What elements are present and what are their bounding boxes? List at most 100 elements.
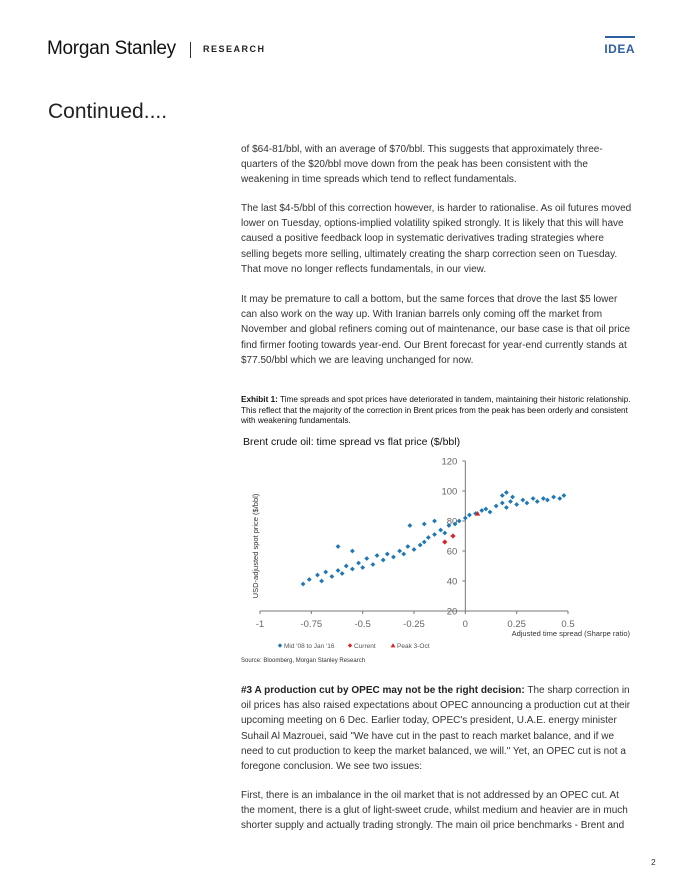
scatter-chart: -1 -0.75 -0.5 -0.25 0 0.25 0.5 20 40 60 80 100 120 Ad… bbox=[251, 457, 631, 651]
point-history bbox=[456, 518, 462, 524]
point-history bbox=[335, 544, 341, 549]
point-history bbox=[462, 515, 468, 521]
point-history bbox=[364, 556, 370, 561]
point-history bbox=[339, 571, 345, 576]
paragraph-4: #3 A production cut by OPEC may not be t… bbox=[241, 683, 634, 774]
y-tick-label: 60 bbox=[447, 547, 458, 558]
y-tick-label: 100 bbox=[441, 487, 457, 498]
point-history bbox=[350, 548, 355, 554]
x-tick-label: 0.5 bbox=[561, 619, 574, 630]
point-history bbox=[407, 523, 413, 528]
point-history bbox=[442, 530, 448, 536]
point-history bbox=[467, 512, 472, 518]
point-history bbox=[323, 569, 329, 575]
y-tick-label: 80 bbox=[447, 517, 458, 528]
point-history bbox=[432, 518, 437, 524]
point-history bbox=[300, 581, 306, 587]
point-current bbox=[450, 533, 456, 539]
point-history bbox=[417, 542, 423, 548]
paragraph-2: The last $4-5/bbl of this correction how… bbox=[241, 203, 632, 275]
x-tick-label: 0.25 bbox=[507, 619, 525, 630]
point-history bbox=[401, 551, 407, 557]
point-history bbox=[534, 499, 540, 504]
point-history bbox=[319, 578, 324, 584]
point-history bbox=[315, 572, 320, 578]
y-axis-label: USD-adjusted spot price ($/bbl) bbox=[251, 493, 260, 598]
point-history bbox=[473, 511, 478, 516]
idea-accent-bar bbox=[605, 36, 635, 38]
point-history bbox=[504, 490, 509, 495]
x-tick-label: -0.5 bbox=[354, 619, 370, 630]
point-history bbox=[446, 523, 452, 528]
legend-marker bbox=[390, 643, 396, 648]
point-history bbox=[551, 494, 557, 500]
page-heading: Continued.... bbox=[48, 100, 168, 123]
point-history bbox=[329, 574, 335, 579]
y-tick-label: 40 bbox=[447, 577, 458, 588]
point-history bbox=[479, 508, 485, 513]
point-history bbox=[370, 562, 376, 567]
point-history bbox=[557, 496, 563, 501]
x-tick-label: -0.75 bbox=[301, 619, 323, 630]
point-history bbox=[520, 497, 526, 503]
point-history bbox=[499, 493, 505, 498]
y-tick-label: 20 bbox=[447, 607, 458, 618]
point-history bbox=[335, 568, 341, 573]
point-history bbox=[508, 499, 513, 504]
point-history bbox=[561, 493, 567, 498]
point-history bbox=[350, 566, 355, 572]
point-history bbox=[397, 548, 403, 554]
legend-label: Peak 3-Oct bbox=[397, 643, 430, 650]
page-number: 2 bbox=[651, 857, 656, 867]
chart-title: Brent crude oil: time spread vs flat pri… bbox=[243, 436, 461, 448]
point-history bbox=[411, 547, 417, 552]
point-history bbox=[356, 560, 361, 566]
point-history bbox=[530, 496, 536, 501]
paragraph-5: First, there is an imbalance in the oil … bbox=[241, 790, 628, 832]
point-history bbox=[384, 551, 390, 557]
point-history bbox=[421, 539, 427, 545]
y-tick-label: 120 bbox=[441, 457, 457, 468]
point-history bbox=[487, 509, 493, 515]
point-history bbox=[360, 565, 366, 570]
exhibit-caption-text: Time spreads and spot prices have deteri… bbox=[241, 395, 631, 425]
page-header: Morgan Stanley RESEARCH IDEA bbox=[47, 36, 637, 62]
paragraph-1: of $64-81/bbl, with an average of $70/bb… bbox=[241, 144, 603, 186]
point-history bbox=[499, 500, 505, 506]
point-history bbox=[421, 521, 427, 527]
legend-marker bbox=[277, 643, 283, 648]
point-history bbox=[504, 505, 509, 510]
point-history bbox=[540, 496, 546, 501]
point-history bbox=[405, 544, 411, 549]
point-history bbox=[483, 506, 489, 512]
point-history bbox=[374, 553, 380, 558]
x-tick-label: -0.25 bbox=[403, 619, 425, 630]
point-history bbox=[343, 563, 349, 569]
x-axis-label: Adjusted time spread (Sharpe ratio) bbox=[512, 629, 631, 638]
point-history bbox=[514, 502, 520, 507]
point-history bbox=[391, 554, 396, 560]
legend-label: Current bbox=[354, 643, 376, 650]
point-history bbox=[432, 532, 437, 537]
point-history bbox=[524, 500, 530, 506]
point-history bbox=[380, 557, 386, 563]
paragraph-4-text: The sharp correction in oil prices has a… bbox=[241, 685, 631, 773]
paragraph-3: It may be premature to call a bottom, bu… bbox=[241, 294, 631, 366]
point-peak bbox=[475, 510, 481, 516]
chart-source: Source: Bloomberg, Morgan Stanley Resear… bbox=[241, 658, 366, 664]
paragraph-4-lead: #3 A production cut by OPEC may not be t… bbox=[241, 685, 525, 696]
point-history bbox=[545, 497, 550, 503]
point-history bbox=[493, 503, 499, 509]
x-tick-label: 0 bbox=[463, 619, 468, 630]
point-history bbox=[425, 535, 431, 540]
point-history bbox=[438, 527, 444, 533]
x-tick-label: -1 bbox=[256, 619, 264, 630]
point-history bbox=[510, 494, 515, 500]
point-history bbox=[306, 577, 312, 582]
legend-label: Mid '08 to Jan '16 bbox=[284, 643, 335, 650]
legend-marker bbox=[347, 643, 353, 648]
exhibit-label: Exhibit 1: bbox=[241, 395, 278, 404]
header-divider bbox=[190, 42, 191, 58]
section-label: RESEARCH bbox=[203, 44, 266, 54]
idea-tag: IDEA bbox=[604, 42, 635, 56]
